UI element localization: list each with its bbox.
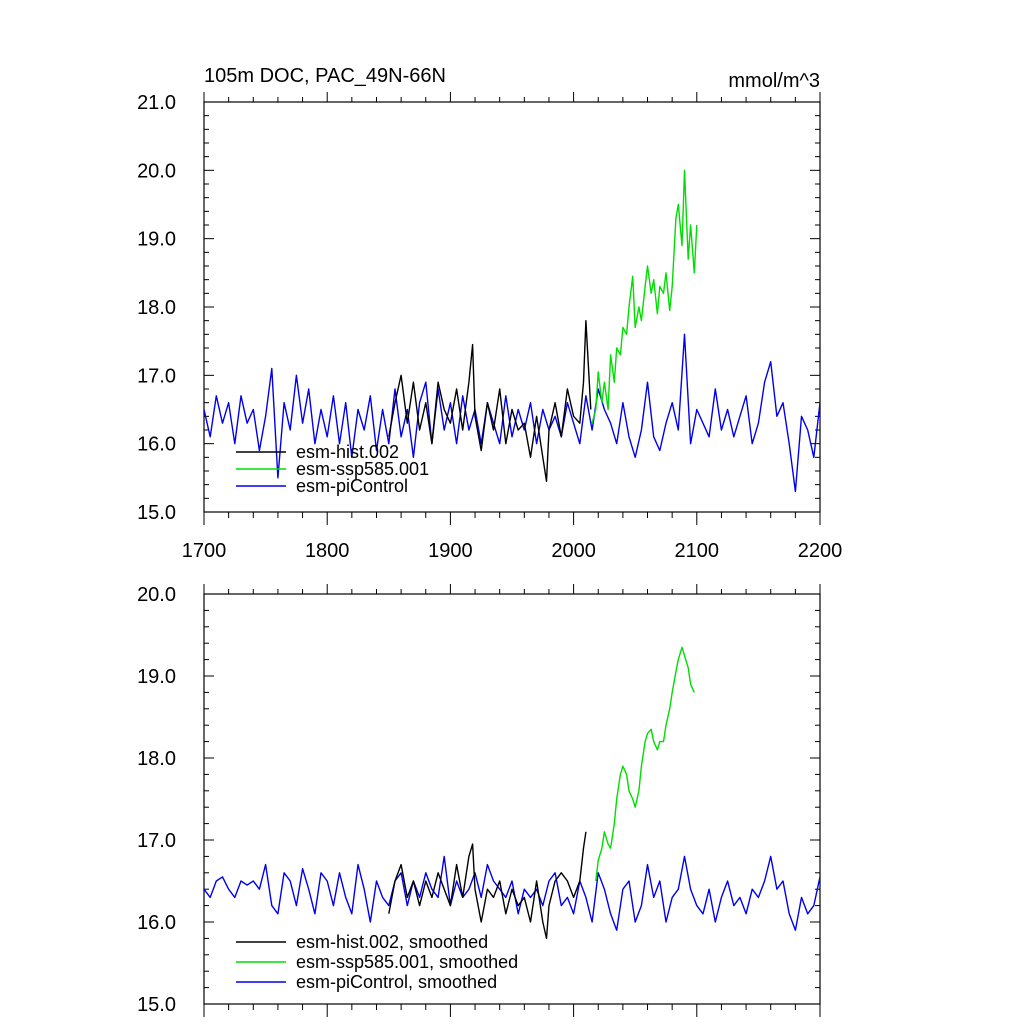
plot-frame <box>203 593 821 1005</box>
x-tick-label: 1900 <box>428 540 473 562</box>
legend-label: esm-piControl, smoothed <box>296 972 497 992</box>
y-tick-label: 18.0 <box>137 297 176 319</box>
chart-title: 105m DOC, PAC_49N-66N <box>204 65 446 87</box>
units-label: mmol/m^3 <box>728 70 820 92</box>
y-tick-label: 17.0 <box>137 830 176 852</box>
y-tick-label: 18.0 <box>137 748 176 770</box>
y-tick-label: 20.0 <box>137 160 176 182</box>
series-line-esm-picontrol-smoothed <box>204 855 820 931</box>
y-tick-label: 21.0 <box>137 92 176 114</box>
y-tick-label: 15.0 <box>137 994 176 1016</box>
x-tick-label: 2200 <box>798 540 843 562</box>
legend-label: esm-ssp585.001, smoothed <box>296 952 518 972</box>
y-tick-label: 20.0 <box>137 584 176 606</box>
legend-label: esm-ssp585.001 <box>296 459 429 479</box>
y-tick-label: 16.0 <box>137 434 176 456</box>
y-tick-label: 17.0 <box>137 365 176 387</box>
series-line-esm-ssp585-001-smoothed <box>595 646 695 882</box>
legend-label: esm-hist.002 <box>296 442 399 462</box>
series-line-esm-picontrol <box>204 333 820 493</box>
y-tick-label: 19.0 <box>137 229 176 251</box>
series-line-esm-ssp585-001 <box>591 169 698 424</box>
x-tick-label: 2000 <box>551 540 596 562</box>
top-panel: 15.0 16.0 17.0 18.0 19.0 20.0 21.0 1700 1800 1900… <box>137 92 842 562</box>
series-line-esm-hist-002-smoothed <box>388 831 587 940</box>
x-tick-label: 2100 <box>675 540 720 562</box>
bottom-panel: 15.0 16.0 17.0 18.0 19.0 20.0 esm-hist.002, sm… <box>137 584 821 1017</box>
y-tick-label: 15.0 <box>137 502 176 524</box>
x-tick-label: 1800 <box>305 540 350 562</box>
x-tick-label: 1700 <box>182 540 227 562</box>
legend-label: esm-hist.002, smoothed <box>296 932 488 952</box>
y-tick-label: 16.0 <box>137 912 176 934</box>
y-tick-label: 19.0 <box>137 666 176 688</box>
series-line-esm-hist-002 <box>388 320 592 482</box>
legend-label: esm-piControl <box>296 476 408 496</box>
